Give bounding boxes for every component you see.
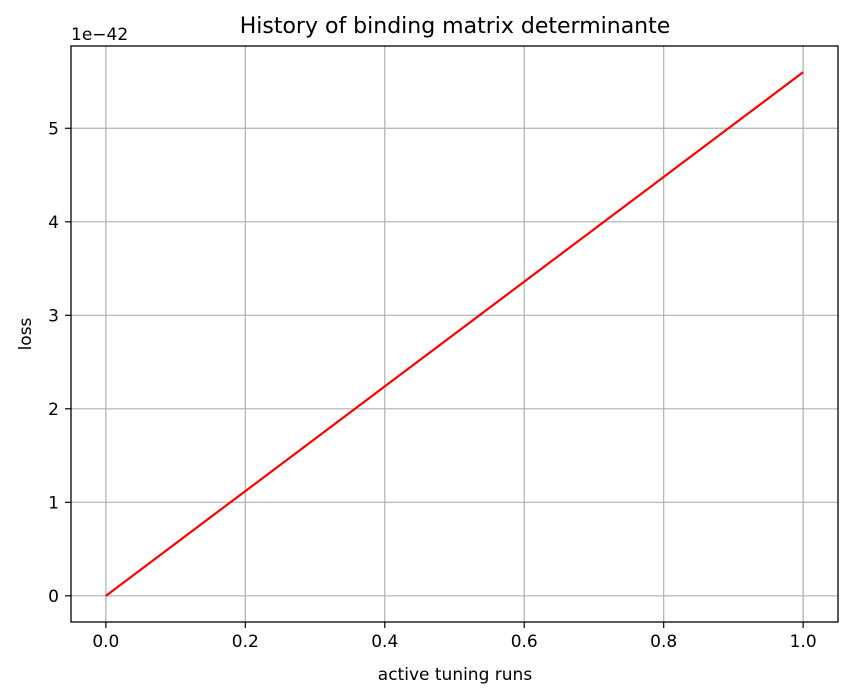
x-tick-label: 1.0 [790,632,817,652]
plot-frame [70,45,839,623]
y-tick-label: 0 [48,587,59,607]
y-axis-label: loss [16,317,36,350]
series-line [105,71,804,597]
y-tick-label: 4 [48,213,59,233]
x-tick-label: 0.8 [650,632,677,652]
x-tick-label: 0.2 [232,632,259,652]
ticks: 0.0 0.2 0.4 0.6 0.8 1.0 0 1 2 3 4 5 [48,119,816,652]
y-axis-offset-text: 1e−42 [71,25,128,45]
x-axis-label: active tuning runs [378,665,533,685]
chart-title: History of binding matrix determinante [240,14,671,39]
series-layer [105,71,804,597]
y-tick-label: 3 [48,306,59,326]
grid-lines [71,46,838,622]
x-tick-label: 0.6 [511,632,538,652]
y-tick-label: 5 [48,119,59,139]
y-tick-label: 2 [48,400,59,420]
x-tick-label: 0.0 [92,632,119,652]
x-tick-label: 0.4 [371,632,398,652]
y-tick-label: 1 [48,493,59,513]
